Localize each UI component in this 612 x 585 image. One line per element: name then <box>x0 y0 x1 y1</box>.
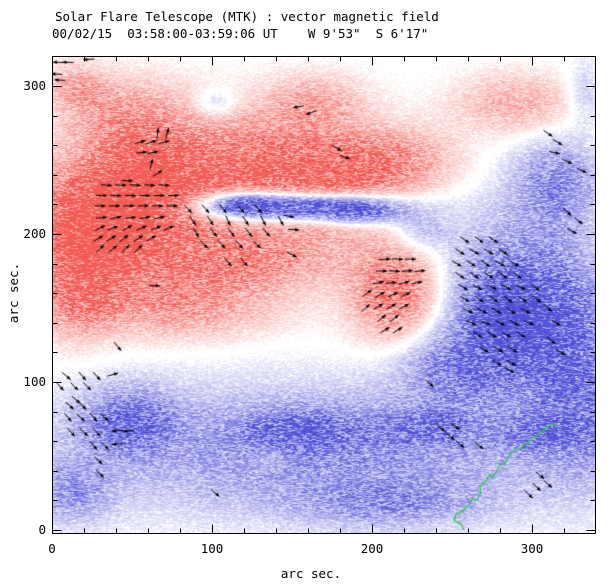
x-tick-label: 200 <box>360 541 384 556</box>
y-tick-label: 0 <box>38 522 46 537</box>
magnetogram-plot <box>52 56 595 533</box>
x-tick-label: 100 <box>200 541 224 556</box>
y-axis-label: arc sec. <box>6 262 21 324</box>
x-tick-label: 300 <box>520 541 544 556</box>
y-tick-label: 200 <box>23 226 46 241</box>
y-tick-label: 100 <box>23 374 46 389</box>
x-axis-label: arc sec. <box>280 566 342 581</box>
figure-title: Solar Flare Telescope (MTK) : vector mag… <box>55 9 439 24</box>
x-tick-label: 0 <box>48 541 56 556</box>
figure-subtitle: 00/02/15 03:58:00-03:59:06 UT W 9'53" S … <box>52 26 429 41</box>
y-tick-label: 300 <box>23 78 46 93</box>
